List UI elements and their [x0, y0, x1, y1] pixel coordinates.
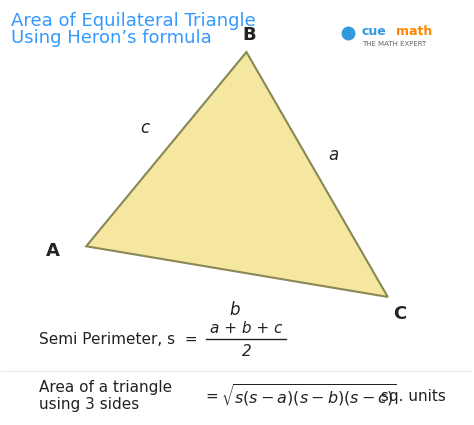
- Text: $\sqrt{s(s-a)(s-b)(s-c)}$: $\sqrt{s(s-a)(s-b)(s-c)}$: [220, 383, 396, 409]
- Text: math: math: [396, 25, 432, 37]
- Text: a + b + c: a + b + c: [210, 321, 283, 336]
- Text: =: =: [206, 389, 224, 404]
- Text: Semi Perimeter, s  =: Semi Perimeter, s =: [39, 332, 198, 347]
- Text: b: b: [229, 300, 240, 319]
- Text: B: B: [242, 26, 255, 44]
- Text: cue: cue: [362, 25, 387, 37]
- Text: sq. units: sq. units: [376, 389, 446, 404]
- Text: Area of Equilateral Triangle: Area of Equilateral Triangle: [11, 12, 255, 30]
- Text: THE MATH EXPERT: THE MATH EXPERT: [362, 42, 426, 48]
- Text: 2: 2: [242, 344, 251, 359]
- Text: Using Heron’s formula: Using Heron’s formula: [11, 29, 211, 47]
- Text: a: a: [328, 147, 339, 164]
- Text: A: A: [46, 241, 60, 260]
- Text: Area of a triangle: Area of a triangle: [39, 380, 172, 395]
- Text: c: c: [141, 119, 150, 137]
- Text: C: C: [393, 305, 406, 323]
- Text: using 3 sides: using 3 sides: [39, 397, 139, 412]
- Polygon shape: [86, 52, 388, 297]
